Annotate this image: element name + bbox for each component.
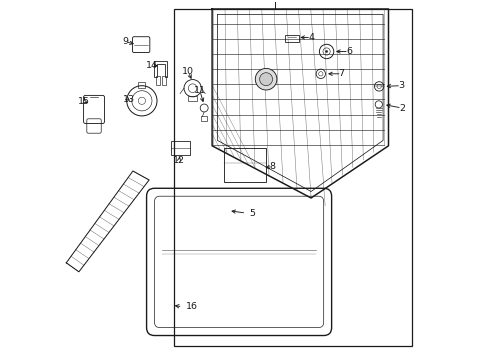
- Circle shape: [259, 73, 272, 86]
- Bar: [201, 116, 207, 121]
- Circle shape: [255, 68, 276, 90]
- Circle shape: [325, 50, 327, 53]
- Text: 16: 16: [186, 302, 198, 311]
- Text: 14: 14: [145, 61, 157, 70]
- Bar: [162, 76, 166, 85]
- Bar: [174, 9, 411, 346]
- Text: 10: 10: [182, 68, 194, 77]
- Text: 1: 1: [271, 0, 278, 1]
- Text: 11: 11: [193, 86, 205, 95]
- Text: 6: 6: [345, 47, 351, 56]
- Text: 5: 5: [248, 209, 254, 217]
- Bar: [284, 35, 299, 42]
- Text: 7: 7: [338, 69, 344, 78]
- Bar: [188, 96, 197, 101]
- Bar: [171, 141, 189, 155]
- Text: 8: 8: [269, 162, 275, 171]
- Text: 15: 15: [78, 97, 90, 106]
- Bar: [224, 148, 265, 182]
- Text: 9: 9: [122, 37, 128, 46]
- Text: 4: 4: [307, 33, 313, 42]
- Bar: [156, 76, 159, 85]
- Bar: [138, 82, 145, 88]
- Text: 2: 2: [398, 104, 404, 112]
- Text: 3: 3: [397, 81, 404, 90]
- Text: 12: 12: [173, 156, 184, 165]
- Text: 13: 13: [122, 95, 134, 104]
